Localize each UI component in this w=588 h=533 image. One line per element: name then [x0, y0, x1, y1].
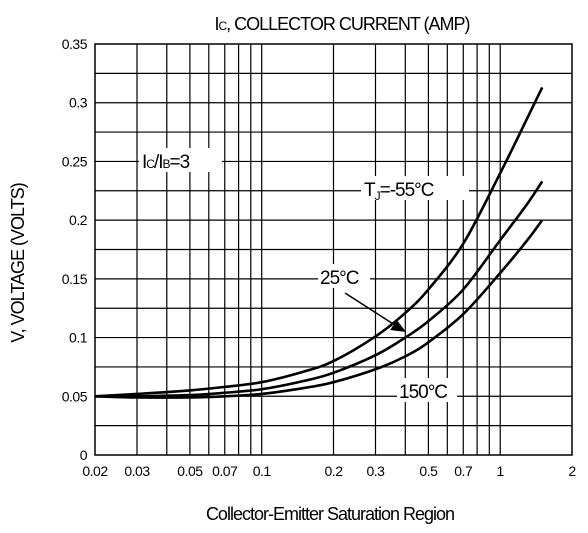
annotation-25c-arrow-line — [344, 292, 399, 328]
x-tick-label: 0.1 — [253, 463, 272, 479]
annotation-150c-bg — [397, 378, 457, 402]
annotation-tminus55: TJ=-55°C — [364, 180, 434, 203]
x-tick-label: 0.07 — [212, 463, 238, 479]
x-tick-label: 0.05 — [177, 463, 203, 479]
x-axis-label: Collector-Emitter Saturation Region — [206, 504, 454, 524]
x-tick-label: 2 — [568, 463, 576, 479]
annotation-25c: 25°C — [320, 268, 359, 289]
y-tick-label: 0 — [80, 447, 88, 463]
y-tick-label: 0.25 — [62, 153, 88, 169]
x-tick-label: 0.7 — [454, 463, 473, 479]
y-tick-label: 0.3 — [69, 95, 88, 111]
y-tick-label: 0.1 — [69, 330, 88, 346]
x-tick-label: 1 — [497, 463, 505, 479]
x-tick-label: 0.2 — [325, 463, 344, 479]
x-tick-label: 0.3 — [367, 463, 386, 479]
y-tick-labels: 0 0.05 0.1 0.15 0.2 0.25 0.3 0.35 — [62, 36, 88, 463]
series-lines — [94, 86, 544, 399]
annotation-ratio-bg — [139, 148, 222, 172]
y-tick-label: 0.05 — [62, 388, 88, 404]
annotation-25c-arrow-head — [390, 320, 406, 332]
y-tick-label: 0.2 — [69, 212, 88, 228]
x-tick-label: 0.5 — [419, 463, 438, 479]
annotation-tminus55-bg — [361, 176, 469, 200]
y-tick-label: 0.35 — [62, 36, 88, 52]
series-line-1 — [94, 180, 544, 398]
x-tick-label: 0.02 — [82, 463, 108, 479]
series-line-2 — [94, 219, 544, 399]
grid-lines — [95, 44, 572, 455]
x-tick-label: 0.03 — [124, 463, 150, 479]
y-tick-label: 0.15 — [62, 271, 88, 287]
annotation-150c: 150°C — [399, 382, 447, 403]
series-line-0 — [94, 86, 544, 398]
x-tick-labels: 0.02 0.03 0.05 0.07 0.1 0.2 0.3 0.5 0.7 1 2 — [82, 463, 576, 479]
annotation-ratio: IC/IB=3 — [142, 152, 190, 173]
chart-title: IC, COLLECTOR CURRENT (AMP) — [214, 14, 469, 34]
y-axis-label: V, VOLTAGE (VOLTS) — [8, 183, 28, 342]
annotation-25c-bg — [318, 264, 370, 288]
